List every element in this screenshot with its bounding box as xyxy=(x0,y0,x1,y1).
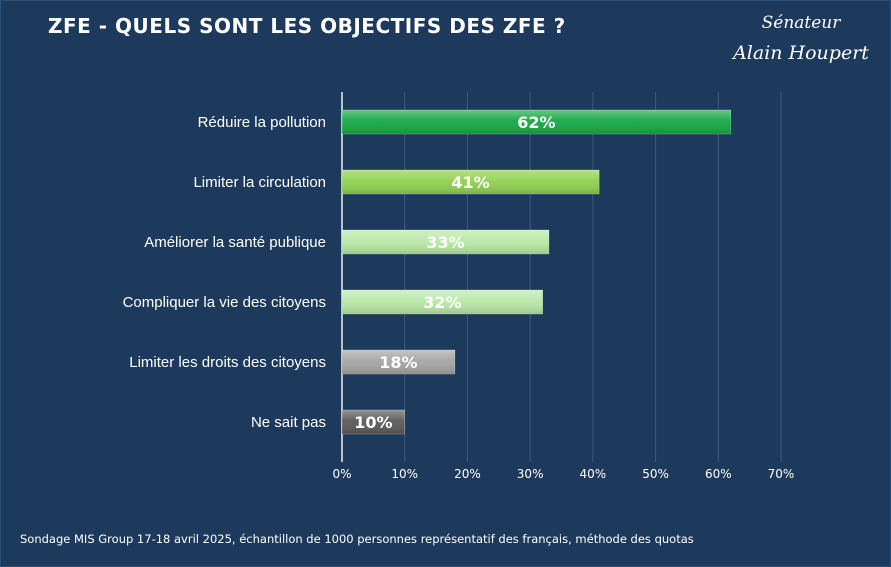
x-tick-label: 0% xyxy=(332,467,351,481)
source-note: Sondage MIS Group 17-18 avril 2025, écha… xyxy=(20,532,694,546)
x-axis-ticks: 0% 10% 20% 30% 40% 50% 60% 70% xyxy=(332,467,794,481)
x-tick-label: 10% xyxy=(391,467,418,481)
x-tick-label: 70% xyxy=(768,467,795,481)
x-tick-label: 30% xyxy=(517,467,544,481)
bar-shine xyxy=(342,170,600,194)
category-label: Améliorer la santé publique xyxy=(144,234,326,251)
data-label: 33% xyxy=(426,233,464,252)
bar-shine xyxy=(342,350,455,374)
chart-title: ZFE - QUELS SONT LES OBJECTIFS DES ZFE ? xyxy=(48,14,566,38)
brand-line-2: Alain Houpert xyxy=(733,42,869,64)
x-tick-label: 20% xyxy=(454,467,481,481)
brand-signature: Sénateur Alain Houpert xyxy=(731,8,871,68)
data-label: 62% xyxy=(517,113,555,132)
data-label: 18% xyxy=(379,353,417,372)
category-labels: Réduire la pollution Limiter la circulati… xyxy=(123,114,326,431)
data-label: 10% xyxy=(354,413,392,432)
category-label: Limiter les droits des citoyens xyxy=(129,354,326,371)
x-tick-label: 50% xyxy=(642,467,669,481)
category-label: Réduire la pollution xyxy=(198,114,326,131)
bar-shine xyxy=(342,110,731,134)
x-tick-label: 40% xyxy=(580,467,607,481)
category-label: Compliquer la vie des citoyens xyxy=(123,294,326,311)
category-label: Limiter la circulation xyxy=(193,174,326,191)
x-tick-label: 60% xyxy=(705,467,732,481)
gridlines xyxy=(341,92,782,462)
bar-shine xyxy=(342,290,543,314)
bar-shine xyxy=(342,230,549,254)
bar-shine xyxy=(342,410,405,434)
data-label: 41% xyxy=(451,173,489,192)
bar-chart: 62% 41% 33% 32% 18% 10% Réduire la pollution L… xyxy=(123,92,794,481)
data-label: 32% xyxy=(423,293,461,312)
bars: 62% 41% 33% 32% 18% 10% xyxy=(341,109,732,435)
category-label: Ne sait pas xyxy=(251,414,326,431)
brand-line-1: Sénateur xyxy=(761,13,841,33)
